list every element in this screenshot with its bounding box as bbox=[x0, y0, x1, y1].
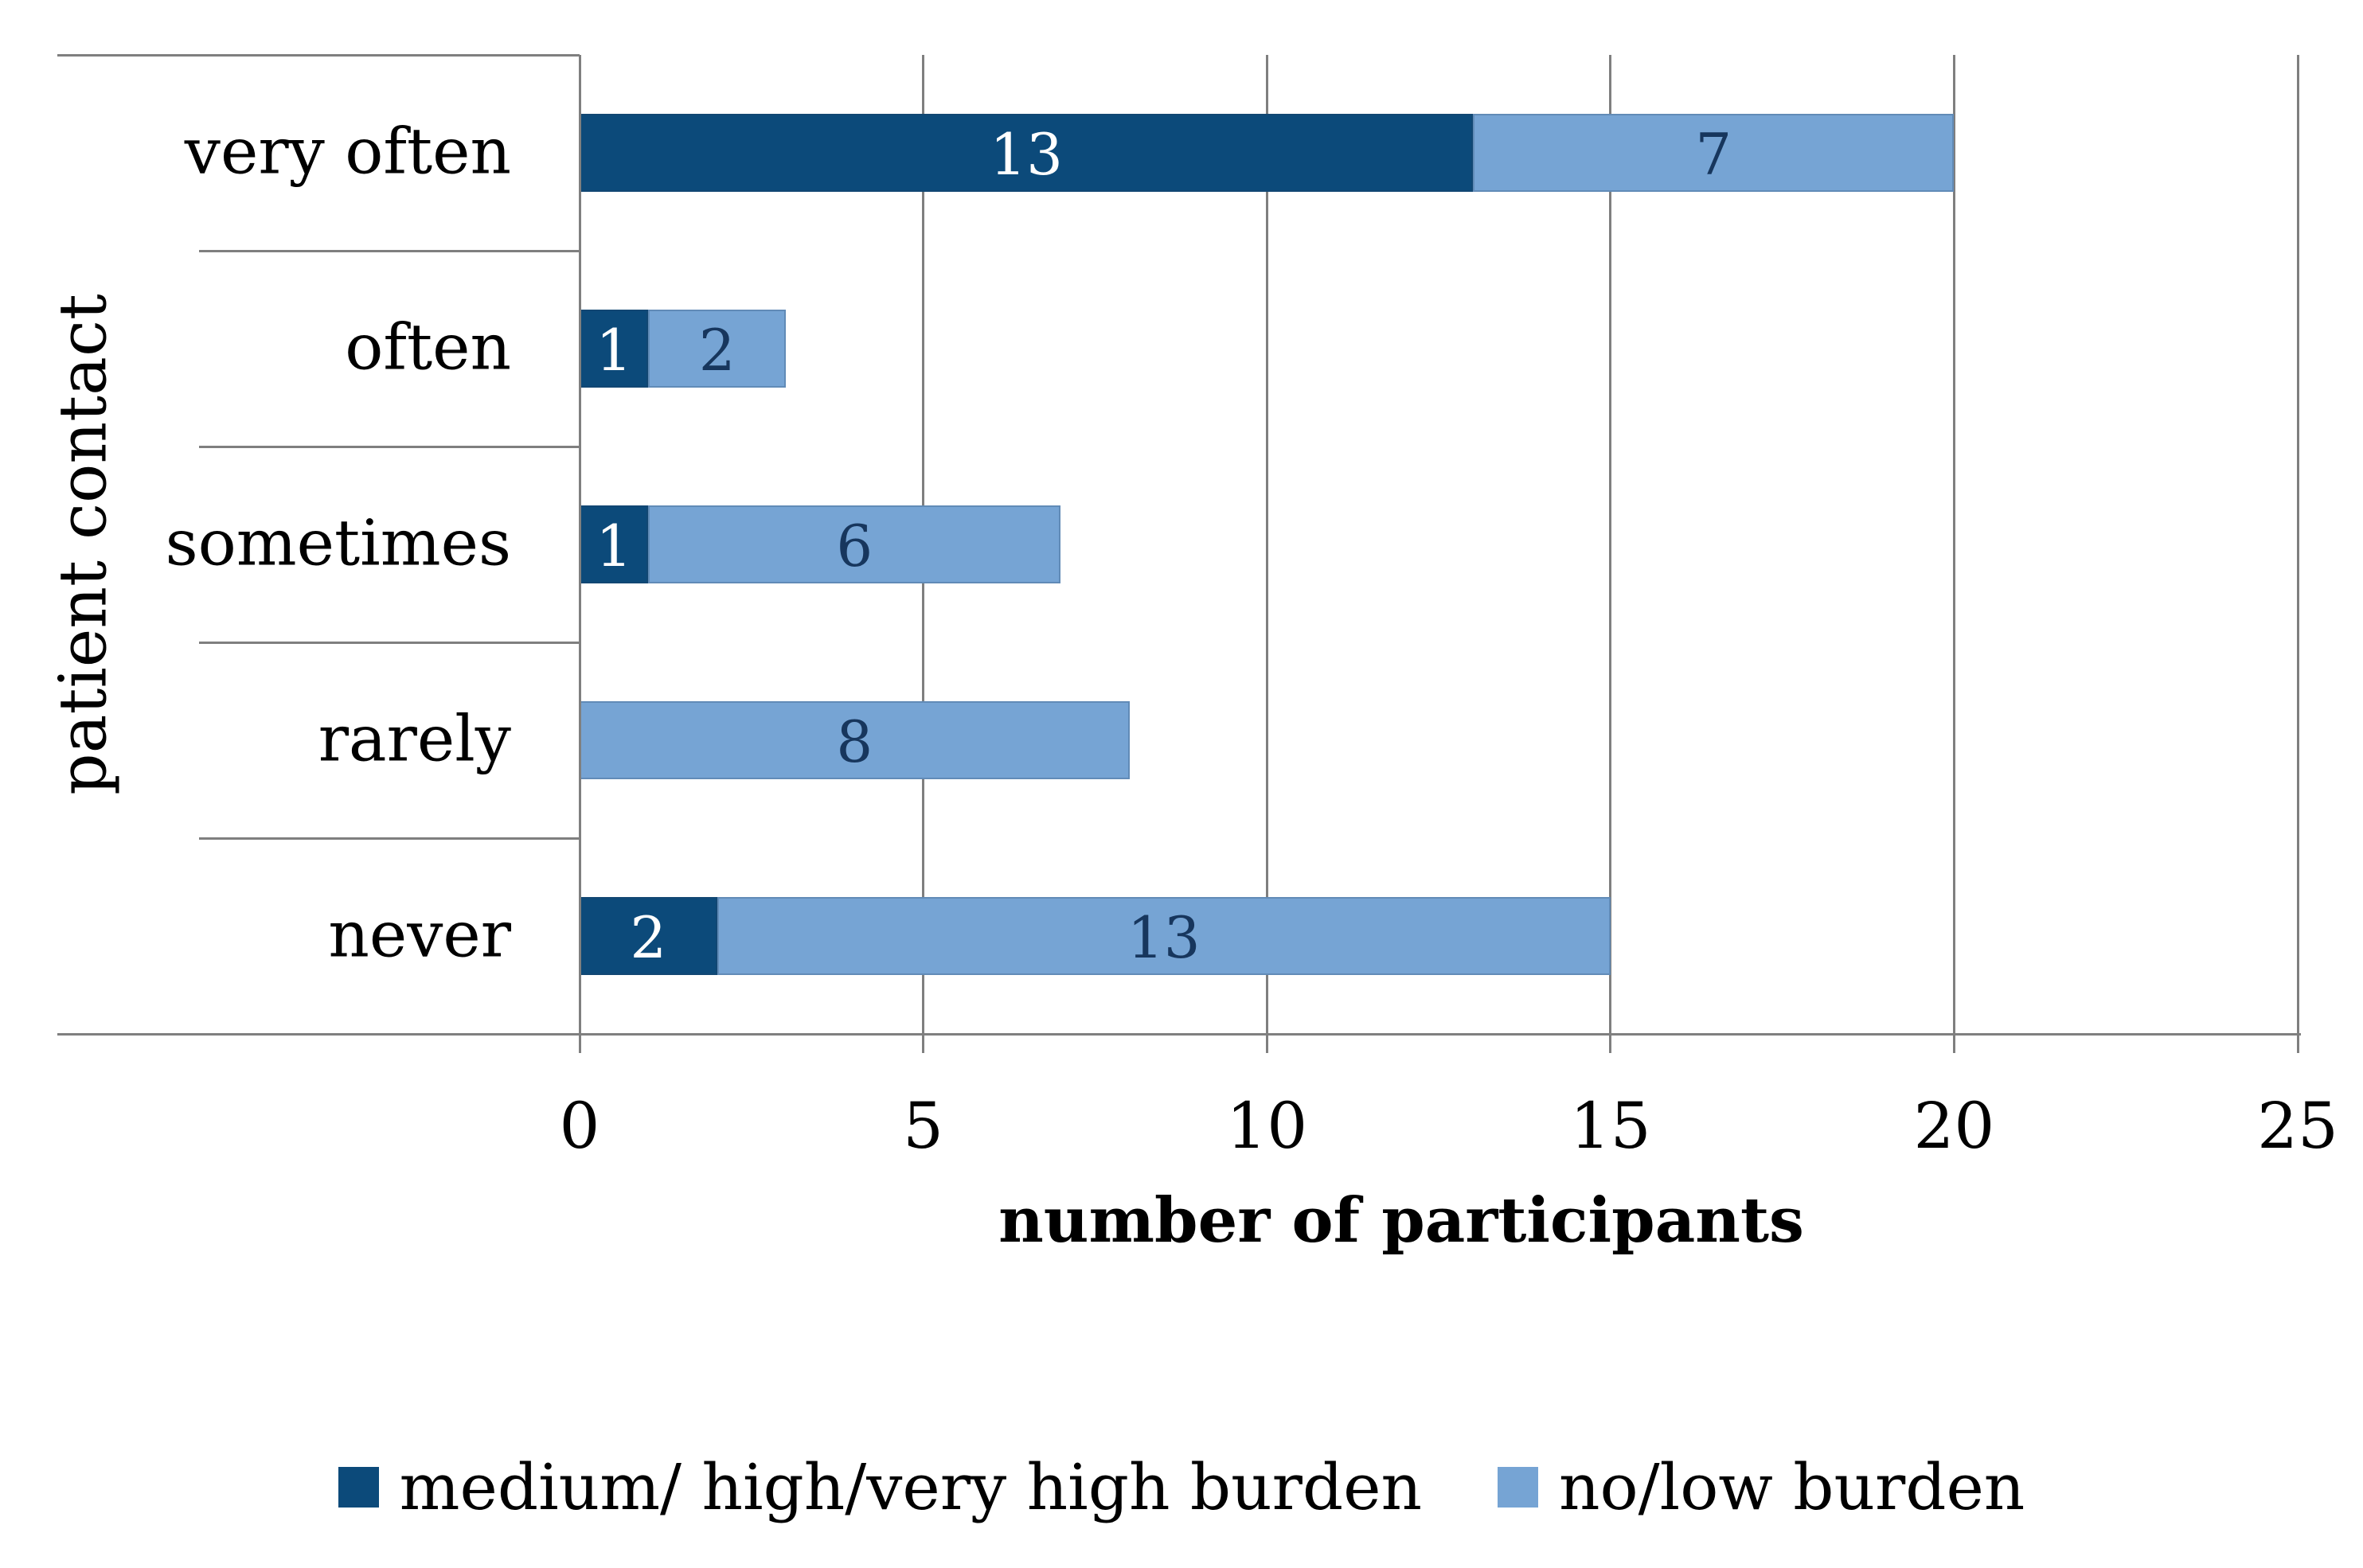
bar-segment-dark-often: 1 bbox=[580, 310, 649, 388]
bar-value-label: 13 bbox=[990, 121, 1063, 188]
bar-segment-light-never: 13 bbox=[717, 897, 1611, 975]
category-divider bbox=[199, 249, 580, 252]
bar-value-label: 1 bbox=[596, 513, 633, 579]
gridline-x-20 bbox=[1952, 55, 1955, 1034]
y-axis-title: patient contact bbox=[45, 294, 122, 795]
x-tick-label-25: 25 bbox=[2257, 1089, 2338, 1163]
x-axis-tick-0 bbox=[578, 1034, 581, 1053]
category-label-never: never bbox=[328, 897, 511, 972]
bar-value-label: 7 bbox=[1695, 121, 1732, 188]
bar-segment-dark-never: 2 bbox=[580, 897, 717, 975]
category-axis-line bbox=[578, 55, 581, 1053]
x-tick-label-5: 5 bbox=[903, 1089, 944, 1163]
x-tick-label-0: 0 bbox=[559, 1089, 600, 1163]
bar-value-label: 8 bbox=[836, 708, 873, 775]
bar-segment-dark-very-often: 13 bbox=[580, 114, 1474, 192]
gridline-x-25 bbox=[2296, 55, 2299, 1034]
gridline-x-15 bbox=[1609, 55, 1612, 1034]
x-tick-label-20: 20 bbox=[1913, 1089, 1995, 1163]
bar-value-label: 6 bbox=[836, 513, 873, 579]
bar-segment-light-sometimes: 6 bbox=[648, 505, 1061, 583]
bar-segment-light-often: 2 bbox=[648, 310, 786, 388]
x-axis-line bbox=[57, 1032, 2301, 1036]
category-label-sometimes: sometimes bbox=[165, 505, 511, 580]
x-axis-title: number of participants bbox=[998, 1184, 1804, 1257]
bar-segment-light-very-often: 7 bbox=[1473, 114, 1955, 192]
category-label-very-often: very often bbox=[184, 114, 511, 189]
x-axis-tick-25 bbox=[2296, 1034, 2299, 1053]
category-label-rarely: rarely bbox=[318, 701, 511, 776]
gridline-x-10 bbox=[1265, 55, 1268, 1034]
bar-value-label: 2 bbox=[698, 317, 736, 384]
x-axis-tick-15 bbox=[1609, 1034, 1612, 1053]
x-axis-tick-10 bbox=[1265, 1034, 1268, 1053]
x-axis-tick-20 bbox=[1952, 1034, 1955, 1053]
legend-label: no/low burden bbox=[1558, 1450, 2025, 1524]
bar-segment-light-rarely: 8 bbox=[580, 701, 1130, 779]
plot-top-line bbox=[57, 53, 580, 57]
category-divider bbox=[199, 837, 580, 840]
category-divider bbox=[199, 445, 580, 448]
legend-label: medium/ high/very high burden bbox=[399, 1450, 1422, 1524]
legend: medium/ high/very high burden no/low burd… bbox=[0, 1450, 2363, 1524]
legend-swatch-icon bbox=[1497, 1467, 1538, 1508]
bar-segment-dark-sometimes: 1 bbox=[580, 505, 649, 583]
category-label-often: often bbox=[345, 310, 511, 384]
x-tick-label-15: 15 bbox=[1569, 1089, 1651, 1163]
bar-value-label: 13 bbox=[1127, 904, 1201, 971]
bar-value-label: 1 bbox=[596, 317, 633, 384]
legend-entry-low-burden: no/low burden bbox=[1497, 1450, 2025, 1524]
bar-value-label: 2 bbox=[630, 904, 667, 971]
legend-entry-dark-burden: medium/ high/very high burden bbox=[338, 1450, 1422, 1524]
x-axis-tick-5 bbox=[922, 1034, 925, 1053]
x-tick-label-10: 10 bbox=[1226, 1089, 1308, 1163]
legend-swatch-icon bbox=[338, 1467, 379, 1508]
category-divider bbox=[199, 641, 580, 644]
